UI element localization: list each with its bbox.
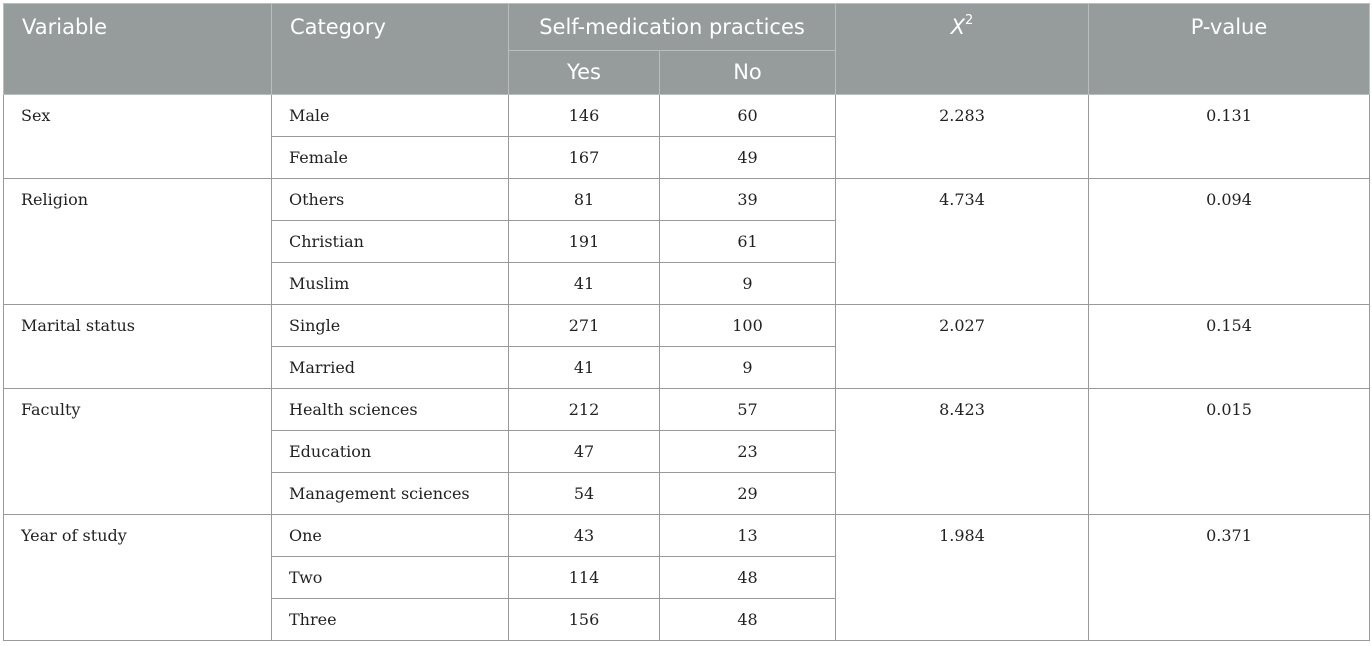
header-chi-square: X2: [835, 3, 1089, 95]
yes-count-cell: 114: [508, 556, 660, 599]
yes-count-cell: 54: [508, 472, 660, 515]
no-count-cell: 48: [659, 556, 836, 599]
no-count-cell: 13: [659, 514, 836, 557]
yes-count-cell: 191: [508, 220, 660, 263]
chi-square-cell: 4.734: [835, 178, 1089, 305]
no-count-cell: 60: [659, 94, 836, 137]
yes-count-cell: 156: [508, 598, 660, 641]
header-p-value: P-value: [1088, 3, 1370, 95]
variable-cell: Sex: [3, 94, 272, 179]
yes-count-cell: 271: [508, 304, 660, 347]
self-medication-table: Variable Category Self-medication practi…: [3, 3, 1370, 641]
no-count-cell: 61: [659, 220, 836, 263]
category-cell: Female: [271, 136, 509, 179]
category-cell: One: [271, 514, 509, 557]
p-value-cell: 0.371: [1088, 514, 1370, 641]
yes-count-cell: 41: [508, 262, 660, 305]
p-value-cell: 0.015: [1088, 388, 1370, 515]
yes-count-cell: 43: [508, 514, 660, 557]
category-cell: Married: [271, 346, 509, 389]
table-row: Marital status Single 271 100 2.027 0.154: [3, 304, 1370, 389]
chi-square-cell: 2.027: [835, 304, 1089, 389]
variable-cell: Year of study: [3, 514, 272, 641]
table-row: Faculty Health sciences 212 57 8.423 0.015: [3, 388, 1370, 515]
no-count-cell: 57: [659, 388, 836, 431]
category-cell: Three: [271, 598, 509, 641]
table-row: Sex Male 146 60 2.283 0.131: [3, 94, 1370, 179]
table-row: Year of study One 43 13 1.984 0.371: [3, 514, 1370, 641]
table-header: Variable Category Self-medication practi…: [3, 3, 1370, 95]
header-variable: Variable: [3, 3, 272, 95]
variable-cell: Religion: [3, 178, 272, 305]
yes-count-cell: 81: [508, 178, 660, 221]
category-cell: Education: [271, 430, 509, 473]
table-row: Christian 191 61: [4, 220, 1370, 263]
variable-cell: Marital status: [3, 304, 272, 389]
table-row: Management sciences 54 29: [4, 472, 1370, 515]
chi-square-cell: 1.984: [835, 514, 1089, 641]
yes-count-cell: 41: [508, 346, 660, 389]
category-cell: Single: [271, 304, 509, 347]
p-value-cell: 0.154: [1088, 304, 1370, 389]
yes-count-cell: 47: [508, 430, 660, 473]
no-count-cell: 9: [659, 346, 836, 389]
p-value-cell: 0.131: [1088, 94, 1370, 179]
table-body: Sex Male 146 60 2.283 0.131 Female 167 49 Religio…: [3, 94, 1370, 641]
no-count-cell: 23: [659, 430, 836, 473]
category-cell: Management sciences: [271, 472, 509, 515]
variable-cell: Faculty: [3, 388, 272, 515]
p-value-cell: 0.094: [1088, 178, 1370, 305]
no-count-cell: 39: [659, 178, 836, 221]
header-category: Category: [271, 3, 509, 95]
yes-count-cell: 167: [508, 136, 660, 179]
chi-square-cell: 8.423: [835, 388, 1089, 515]
no-count-cell: 9: [659, 262, 836, 305]
category-cell: Health sciences: [271, 388, 509, 431]
header-yes: Yes: [508, 50, 660, 95]
table-row: Three 156 48: [4, 598, 1370, 641]
category-cell: Others: [271, 178, 509, 221]
table-row: Married 41 9: [4, 346, 1370, 389]
category-cell: Male: [271, 94, 509, 137]
table-row: Female 167 49: [4, 136, 1370, 179]
category-cell: Two: [271, 556, 509, 599]
no-count-cell: 29: [659, 472, 836, 515]
category-cell: Muslim: [271, 262, 509, 305]
yes-count-cell: 146: [508, 94, 660, 137]
table-row: Two 114 48: [4, 556, 1370, 599]
header-no: No: [659, 50, 836, 95]
table-row: Religion Others 81 39 4.734 0.094: [3, 178, 1370, 305]
chi-square-cell: 2.283: [835, 94, 1089, 179]
no-count-cell: 48: [659, 598, 836, 641]
table-row: Muslim 41 9: [4, 262, 1370, 305]
no-count-cell: 49: [659, 136, 836, 179]
yes-count-cell: 212: [508, 388, 660, 431]
header-self-medication-practices: Self-medication practices: [508, 3, 836, 51]
no-count-cell: 100: [659, 304, 836, 347]
category-cell: Christian: [271, 220, 509, 263]
chi-square-superscript: 2: [965, 13, 974, 28]
chi-square-symbol: X: [950, 15, 966, 39]
